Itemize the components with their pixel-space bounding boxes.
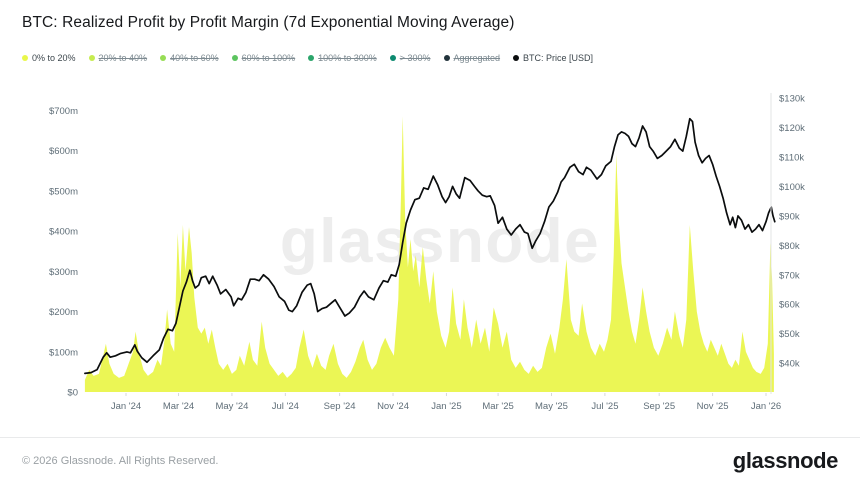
legend-item-300[interactable]: > 300% xyxy=(389,53,431,63)
legend-item-100-to-300[interactable]: 100% to 300% xyxy=(308,53,377,63)
x-tick-label: Jan '26 xyxy=(751,401,781,412)
y-right-tick-label: $90k xyxy=(779,211,800,222)
legend-dot-icon xyxy=(443,55,450,61)
legend-item-label: 100% to 300% xyxy=(318,53,377,63)
chart-plot-area[interactable] xyxy=(86,97,770,392)
legend-dot-icon xyxy=(308,55,315,61)
y-left-tick-label: $600m xyxy=(49,146,78,157)
chart-title: BTC: Realized Profit by Profit Margin (7… xyxy=(22,14,515,31)
y-right-tick-label: $130k xyxy=(779,94,805,105)
legend-item-60-to-100[interactable]: 60% to 100% xyxy=(231,53,296,63)
y-right-tick-label: $100k xyxy=(779,182,805,193)
x-tick-label: Sep '25 xyxy=(643,401,675,412)
y-right-tick-label: $50k xyxy=(779,329,800,340)
legend-item-20-to-40[interactable]: 20% to 40% xyxy=(88,53,148,63)
legend-item-label: Aggregated xyxy=(453,53,501,63)
y-right-tick-label: $120k xyxy=(779,123,805,134)
legend-dot-icon xyxy=(88,55,95,61)
glassnode-logo: glassnode xyxy=(732,448,839,473)
legend-item-aggregated[interactable]: Aggregated xyxy=(443,53,501,63)
y-axis-right-labels: $40k $50k $60k $70k $80k $90k $100k $110k $120k $… xyxy=(779,94,805,370)
y-right-tick-label: $70k xyxy=(779,270,800,281)
y-right-tick-label: $110k xyxy=(779,152,804,163)
legend-item-btc-price-usd[interactable]: BTC: Price [USD] xyxy=(513,53,593,63)
y-right-tick-label: $40k xyxy=(779,359,800,370)
x-axis-labels: Jan '24 Mar '24 May '24 Jul '24 Sep '24 Nov '… xyxy=(111,393,781,412)
x-tick-label: Nov '25 xyxy=(697,401,729,412)
legend-dot-icon xyxy=(389,55,396,61)
legend-dot-icon xyxy=(513,55,520,61)
legend-dot-icon xyxy=(22,55,28,61)
legend-item-label: 40% to 60% xyxy=(170,53,219,63)
legend: 0% to 20% 20% to 40% 40% to 60% 60% to 100%… xyxy=(22,53,593,63)
x-tick-label: Mar '24 xyxy=(163,401,194,412)
x-tick-label: Jan '25 xyxy=(431,401,461,412)
chart-card: BTC: Realized Profit by Profit Margin (7… xyxy=(0,0,860,437)
y-right-tick-label: $60k xyxy=(779,300,800,311)
legend-item-label: BTC: Price [USD] xyxy=(523,53,594,63)
legend-dot-icon xyxy=(160,55,167,61)
legend-item-label: 20% to 40% xyxy=(98,53,148,63)
legend-item-label: 0% to 20% xyxy=(32,53,76,63)
y-axis-left-labels: $0 $100m $200m $300m $400m $500m $600m $700m xyxy=(49,106,78,399)
legend-item-40-to-60[interactable]: 40% to 60% xyxy=(160,53,219,63)
y-left-tick-label: $0 xyxy=(67,388,78,399)
y-left-tick-label: $500m xyxy=(49,186,78,197)
x-tick-label: Nov '24 xyxy=(377,401,409,412)
y-left-tick-label: $700m xyxy=(49,106,78,117)
legend-item-0-to-20[interactable]: 0% to 20% xyxy=(22,53,76,63)
x-tick-label: Sep '24 xyxy=(324,401,356,412)
footer: © 2026 Glassnode. All Rights Reserved. g… xyxy=(0,437,860,484)
copyright-text: © 2026 Glassnode. All Rights Reserved. xyxy=(22,455,219,467)
x-tick-label: Mar '25 xyxy=(482,401,513,412)
x-tick-label: Jul '24 xyxy=(272,401,299,412)
y-left-tick-label: $400m xyxy=(49,227,78,238)
y-left-tick-label: $200m xyxy=(49,307,78,318)
profit-chart[interactable]: glassnode$0$100m$200m$300m$400m$500m$600… xyxy=(0,0,860,437)
x-tick-label: May '24 xyxy=(215,401,248,412)
btc-price-line xyxy=(84,117,776,375)
y-left-tick-label: $100m xyxy=(49,347,78,358)
x-tick-label: Jan '24 xyxy=(111,401,141,412)
legend-item-label: > 300% xyxy=(399,53,431,63)
x-tick-label: Jul '25 xyxy=(591,401,618,412)
profit-area-0-to-20 xyxy=(84,116,774,393)
x-tick-label: May '25 xyxy=(535,401,568,412)
y-left-tick-label: $300m xyxy=(49,267,78,278)
y-right-tick-label: $80k xyxy=(779,241,800,252)
legend-dot-icon xyxy=(231,55,238,61)
legend-item-label: 60% to 100% xyxy=(241,53,296,63)
